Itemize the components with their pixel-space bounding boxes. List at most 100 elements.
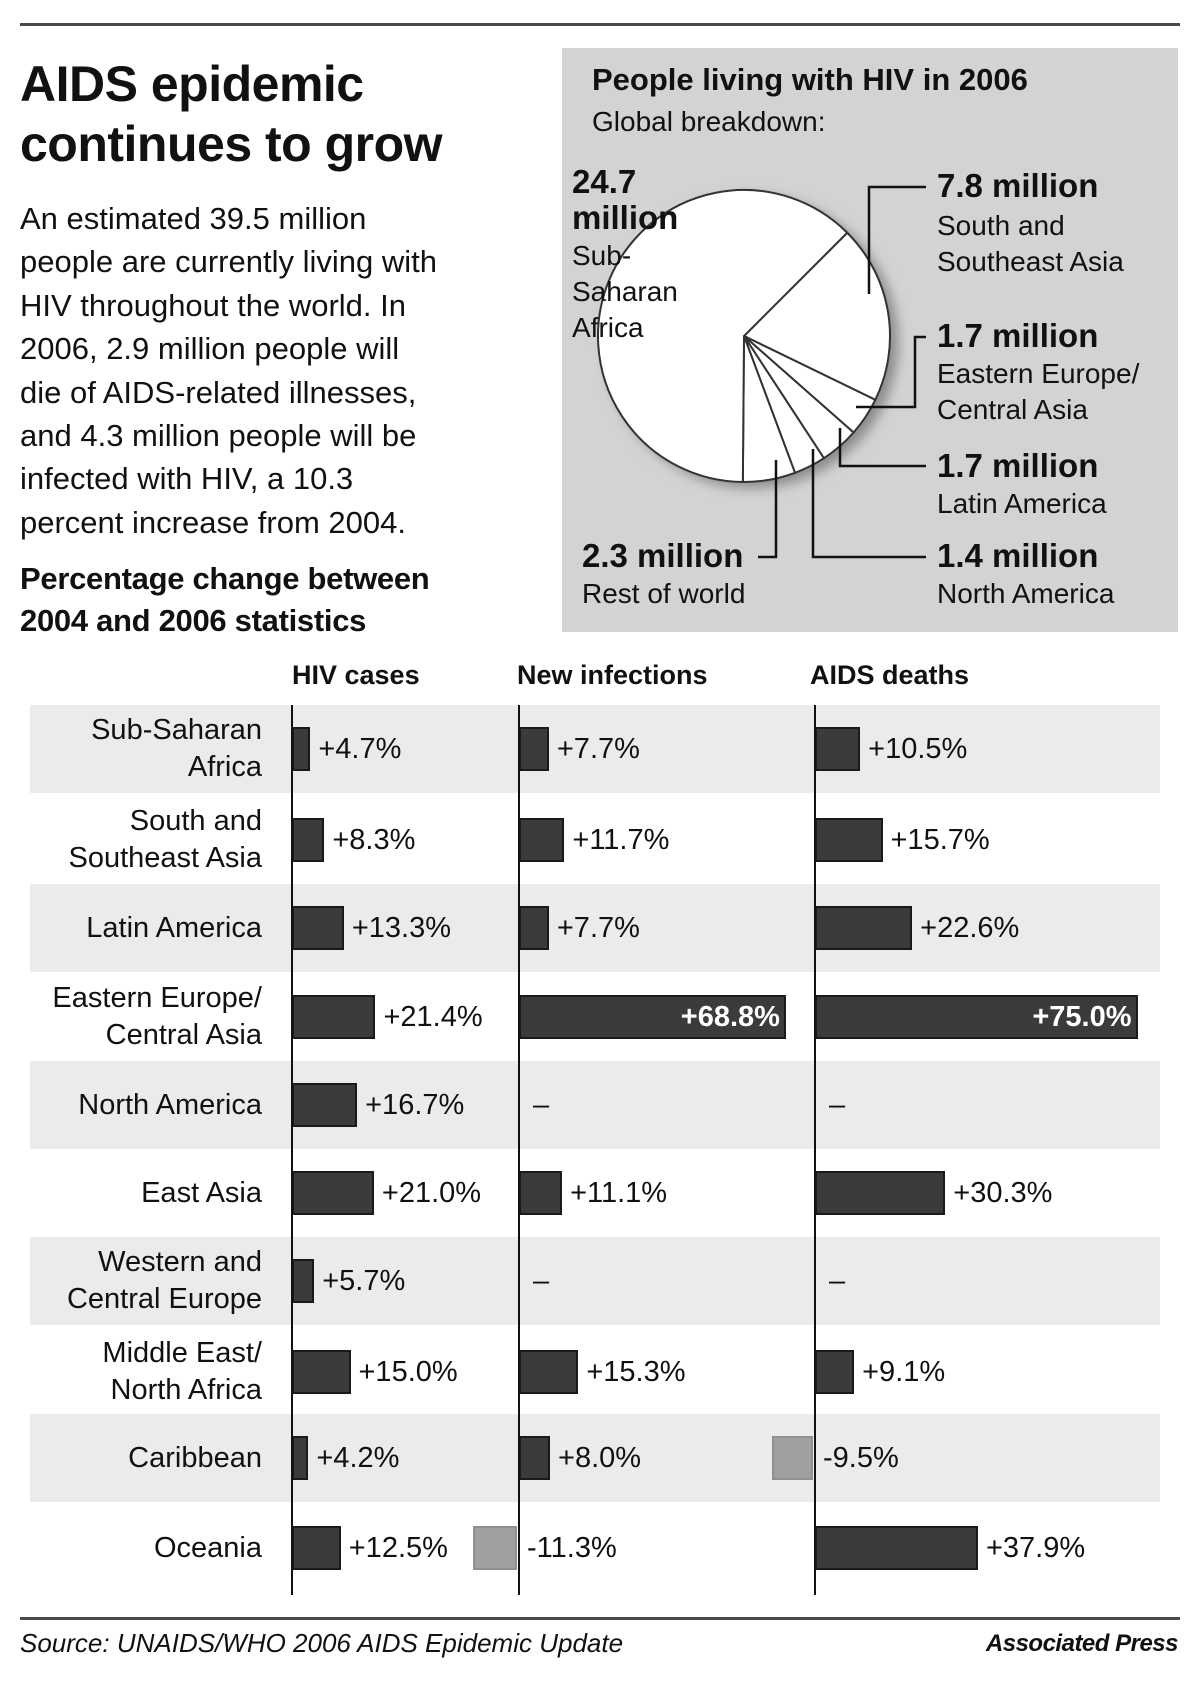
row-label: North America	[78, 1088, 262, 1121]
value-label: +7.7%	[556, 912, 640, 944]
intro-line: HIV throughout the world. In	[20, 287, 407, 323]
bar	[519, 1171, 563, 1215]
bar	[292, 1526, 341, 1570]
value-label: –	[533, 1089, 550, 1121]
row-band	[30, 1414, 1160, 1502]
row-band	[30, 1237, 1160, 1325]
value-label: +16.7%	[365, 1089, 465, 1121]
bar	[815, 727, 861, 771]
value-label: +4.2%	[316, 1442, 400, 1474]
bar	[815, 1526, 978, 1570]
value-label: +68.8%	[680, 1001, 780, 1033]
value-label: +15.0%	[358, 1356, 458, 1388]
value-label: +22.6%	[920, 912, 1020, 944]
value-label: +11.7%	[572, 824, 670, 856]
intro-line: and 4.3 million people will be	[20, 418, 417, 454]
bar	[519, 995, 786, 1039]
value-label: +15.7%	[890, 824, 990, 856]
top-rule	[20, 23, 1180, 26]
value-label: +12.5%	[348, 1532, 448, 1564]
row-band	[30, 1061, 1160, 1149]
row-label: Eastern Europe/ Central Asia	[52, 982, 262, 1051]
leader-line-rest-of-world	[758, 460, 778, 559]
bar	[292, 1171, 374, 1215]
bar	[519, 1436, 551, 1480]
pie-label-sub-saharan-africa: Sub- Saharan Africa	[572, 240, 678, 343]
value-label: +11.1%	[570, 1177, 668, 1209]
bar	[815, 1171, 946, 1215]
bar-chart-subtitle: Percentage change between 2004 and 2006 …	[20, 558, 430, 642]
row-label: Western and Central Europe	[66, 1246, 262, 1315]
value-label: +13.3%	[351, 912, 452, 944]
title-line: continues to grow	[20, 116, 443, 172]
bar	[815, 906, 913, 950]
bar	[519, 818, 565, 862]
leader-line-north-america	[811, 449, 926, 559]
intro-paragraph: An estimated 39.5 million people are cur…	[20, 197, 560, 544]
intro-line: infected with HIV, a 10.3	[20, 461, 354, 497]
value-label: -9.5%	[823, 1442, 899, 1474]
leader-lines	[758, 185, 926, 559]
leader-line-latin-america	[838, 428, 926, 468]
value-label: –	[533, 1265, 550, 1297]
row-label: East Asia	[141, 1176, 262, 1209]
value-label: +75.0%	[1032, 1001, 1132, 1033]
bar	[292, 906, 344, 950]
source-note: Source: UNAIDS/WHO 2006 AIDS Epidemic Up…	[20, 1628, 624, 1658]
bar	[815, 995, 1138, 1039]
pie-label-rest-of-world: Rest of world	[582, 578, 746, 609]
bar	[519, 906, 549, 950]
pie-value-south-asia: 7.8 million	[937, 167, 1099, 204]
value-label: –	[829, 1265, 846, 1297]
bar	[815, 1350, 855, 1394]
pie-value-eastern-europe: 1.7 million	[937, 317, 1099, 354]
value-label: +5.7%	[322, 1265, 406, 1297]
value-label: +21.0%	[381, 1177, 482, 1209]
value-label: +4.7%	[318, 733, 402, 765]
title-line: AIDS epidemic	[20, 56, 364, 112]
value-label: -11.3%	[527, 1532, 617, 1564]
axis-new-infections	[518, 705, 520, 1595]
value-label: +7.7%	[556, 733, 640, 765]
subtitle-line: 2004 and 2006 statistics	[20, 603, 367, 638]
row-label: Middle East/ North Africa	[102, 1337, 262, 1406]
row-label: Caribbean	[128, 1441, 262, 1474]
bar	[292, 1350, 351, 1394]
value-label: +37.9%	[985, 1532, 1086, 1564]
credit: Associated Press	[985, 1630, 1179, 1657]
value-label: +15.3%	[586, 1356, 686, 1388]
value-label: +8.3%	[332, 824, 416, 856]
pie-value-sub-saharan-africa: 24.7 million	[572, 163, 679, 236]
row-label: Latin America	[86, 911, 262, 944]
axis-hiv-cases	[291, 705, 293, 1595]
pie-value-latin-america: 1.7 million	[937, 447, 1099, 484]
pie-chart-panel: People living with HIV in 2006 Global br…	[562, 48, 1178, 632]
pie-subtitle: Global breakdown:	[592, 106, 826, 137]
intro-line: percent increase from 2004.	[20, 504, 406, 540]
headline-title: AIDS epidemic continues to grow	[20, 54, 443, 174]
bar	[292, 1083, 358, 1127]
intro-line: die of AIDS-related illnesses,	[20, 374, 417, 410]
bar	[292, 1436, 309, 1480]
value-label: +10.5%	[868, 733, 968, 765]
bar	[473, 1526, 517, 1570]
bar	[519, 1350, 579, 1394]
bottom-rule	[20, 1617, 1180, 1620]
value-label: +8.0%	[558, 1442, 642, 1474]
column-header-hiv-cases: HIV cases	[292, 660, 420, 690]
intro-line: people are currently living with	[20, 244, 437, 280]
row-band	[30, 884, 1160, 972]
pie-value-north-america: 1.4 million	[937, 537, 1099, 574]
pie-value-rest-of-world: 2.3 million	[582, 537, 744, 574]
bar	[772, 1436, 813, 1480]
subtitle-line: Percentage change between	[20, 561, 430, 596]
bar	[292, 1259, 315, 1303]
leader-line-eastern-europe	[856, 335, 926, 409]
bar	[519, 727, 549, 771]
bar	[292, 818, 325, 862]
row-label: Oceania	[153, 1531, 262, 1564]
value-label: –	[829, 1089, 846, 1121]
row-band	[30, 705, 1160, 793]
pie-slice	[597, 189, 849, 484]
pie-label-north-america: North America	[937, 578, 1115, 609]
